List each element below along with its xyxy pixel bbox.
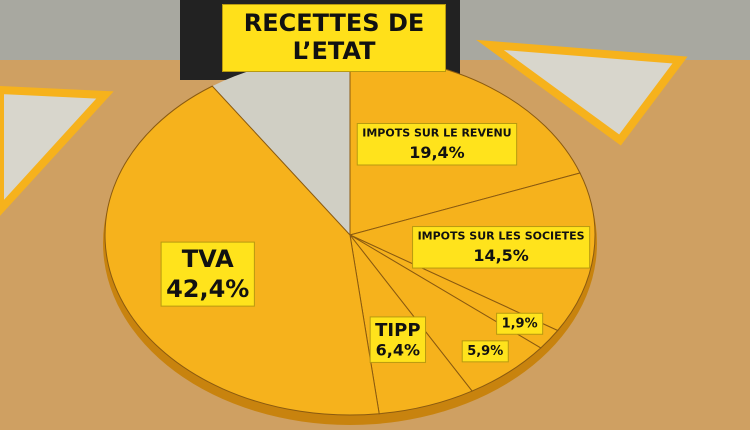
labels: IMPOTS SUR LE REVENU 19,4% IMPOTS SUR LES … xyxy=(160,122,591,363)
removed-piece xyxy=(476,39,688,146)
slice-label: IMPOTS SUR LES SOCIETES 14,5% xyxy=(412,226,591,269)
chart-title: RECETTES DE L’ETAT xyxy=(222,4,446,72)
slice-label: IMPOTS SUR LE REVENU 19,4% xyxy=(356,122,518,166)
label-card xyxy=(412,226,591,269)
label-card xyxy=(369,316,427,363)
removed-piece xyxy=(0,85,114,216)
value-label: 19,4% xyxy=(409,143,465,162)
value-label: 6,4% xyxy=(376,340,420,359)
slice-label: 1,9% xyxy=(496,312,544,335)
label-card xyxy=(496,312,544,335)
value-label: 5,9% xyxy=(467,344,503,359)
slice-name: TIPP xyxy=(375,320,420,341)
slice-name: TVA xyxy=(182,245,234,273)
label-card xyxy=(461,340,509,363)
label-card xyxy=(160,241,255,307)
slice-name: IMPOTS SUR LES SOCIETES xyxy=(418,230,585,243)
value-label: 42,4% xyxy=(166,275,249,303)
label-card xyxy=(356,122,518,166)
value-label: 14,5% xyxy=(473,246,529,265)
slice-label: 5,9% xyxy=(461,340,509,363)
value-label: 1,9% xyxy=(502,316,538,331)
slice-name: IMPOTS SUR LE REVENU xyxy=(362,126,511,139)
